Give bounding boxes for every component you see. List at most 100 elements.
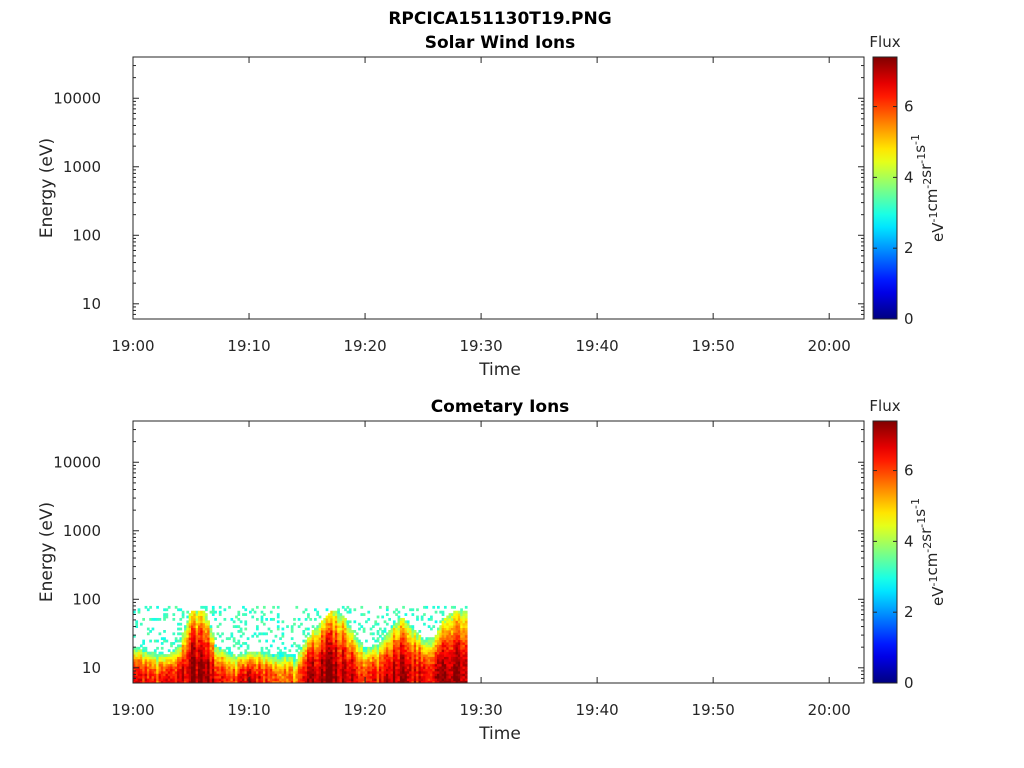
heatmap-cell <box>409 666 412 669</box>
heatmap-cell <box>153 649 157 653</box>
heatmap-cell <box>457 634 461 638</box>
heatmap-cell <box>179 673 183 677</box>
heatmap-cell <box>274 673 278 677</box>
heatmap-cell <box>202 637 206 641</box>
heatmap-cell <box>265 666 268 669</box>
heatmap-cell <box>276 605 280 609</box>
heatmap-cell <box>197 637 201 641</box>
heatmap-cell <box>253 656 257 660</box>
heatmap-cell <box>446 649 450 653</box>
heatmap-cell <box>197 658 201 662</box>
heatmap-cell <box>316 661 320 665</box>
heatmap-cell <box>397 634 401 638</box>
heatmap-cell <box>411 649 415 653</box>
heatmap-cell <box>163 654 166 657</box>
heatmap-cell <box>360 661 364 665</box>
heatmap-cell <box>309 663 313 667</box>
heatmap-cell <box>332 651 336 655</box>
heatmap-cell <box>188 673 192 677</box>
heatmap-cell <box>209 663 213 667</box>
heatmap-cell <box>397 646 401 650</box>
heatmap-cell <box>443 644 447 648</box>
colorbar-unit-exponent: -1 <box>927 576 940 587</box>
heatmap-cell <box>404 613 408 616</box>
heatmap-cell <box>432 663 436 667</box>
heatmap-cell <box>327 649 331 653</box>
heatmap-cell <box>381 675 385 679</box>
heatmap-cell <box>272 675 275 679</box>
heatmap-cell <box>378 634 382 638</box>
heatmap-cell <box>177 673 180 677</box>
figure-title: RPCICA151130T19.PNG <box>388 9 611 29</box>
heatmap-cell <box>381 668 385 672</box>
heatmap-cell <box>416 654 419 657</box>
heatmap-cell <box>144 680 148 684</box>
heatmap-cell <box>323 663 327 667</box>
heatmap-cell <box>351 673 354 677</box>
heatmap-cell <box>330 666 333 669</box>
heatmap-cell <box>376 632 380 636</box>
heatmap-cell <box>339 637 343 641</box>
heatmap-cell <box>416 666 419 669</box>
heatmap-cell <box>223 617 227 621</box>
heatmap-cell <box>455 639 459 643</box>
heatmap-cell <box>381 630 385 633</box>
heatmap-cell <box>390 663 394 667</box>
heatmap-cell <box>432 654 436 657</box>
heatmap-cell <box>211 661 215 665</box>
heatmap-cell <box>207 675 210 679</box>
x-tick-label: 19:30 <box>459 337 502 355</box>
heatmap-cell <box>188 632 192 636</box>
heatmap-cell <box>392 634 396 638</box>
heatmap-cell <box>330 639 333 643</box>
heatmap-cell <box>202 627 206 631</box>
heatmap-cell <box>337 608 340 612</box>
heatmap-cell <box>288 663 292 667</box>
heatmap-cell <box>160 680 164 684</box>
heatmap-cell <box>353 642 357 645</box>
heatmap-cell <box>304 668 308 672</box>
heatmap-cell <box>142 666 145 669</box>
heatmap-cell <box>455 620 459 624</box>
heatmap-cell <box>186 639 190 643</box>
heatmap-cell <box>216 661 220 665</box>
heatmap-cell <box>158 632 162 636</box>
x-tick-label: 19:20 <box>343 701 386 719</box>
heatmap-cell <box>137 654 141 657</box>
heatmap-cell <box>249 666 252 669</box>
heatmap-cell <box>425 675 429 679</box>
heatmap-cell <box>450 658 454 662</box>
heatmap-cell <box>242 613 245 616</box>
heatmap-cell <box>179 661 183 665</box>
heatmap-cell <box>369 656 373 660</box>
heatmap-cell <box>151 670 155 674</box>
heatmap-cell <box>193 630 197 633</box>
heatmap-cell <box>193 670 197 674</box>
heatmap-cell <box>316 658 320 662</box>
heatmap-cell <box>450 620 454 624</box>
heatmap-cell <box>163 658 166 662</box>
heatmap-cell <box>195 610 199 614</box>
heatmap-cell <box>418 668 422 672</box>
heatmap-cell <box>418 646 422 650</box>
heatmap-cell <box>406 651 410 655</box>
heatmap-cell <box>323 649 327 653</box>
heatmap-cell <box>200 661 204 665</box>
heatmap-cell <box>337 627 340 631</box>
heatmap-cell <box>406 634 410 638</box>
heatmap-cell <box>137 675 141 679</box>
heatmap-cell <box>441 630 445 633</box>
heatmap-cell <box>406 680 410 684</box>
heatmap-cell <box>427 656 431 660</box>
heatmap-cell <box>383 670 387 674</box>
heatmap-cell <box>420 670 424 674</box>
heatmap-cell <box>288 656 292 660</box>
heatmap-cell <box>441 627 445 631</box>
heatmap-cell <box>404 658 408 662</box>
heatmap-cell <box>365 639 368 643</box>
heatmap-cell <box>304 678 308 681</box>
heatmap-cell <box>372 666 375 669</box>
heatmap-cell <box>358 627 361 631</box>
heatmap-cell <box>337 663 340 667</box>
heatmap-cell <box>460 658 463 662</box>
